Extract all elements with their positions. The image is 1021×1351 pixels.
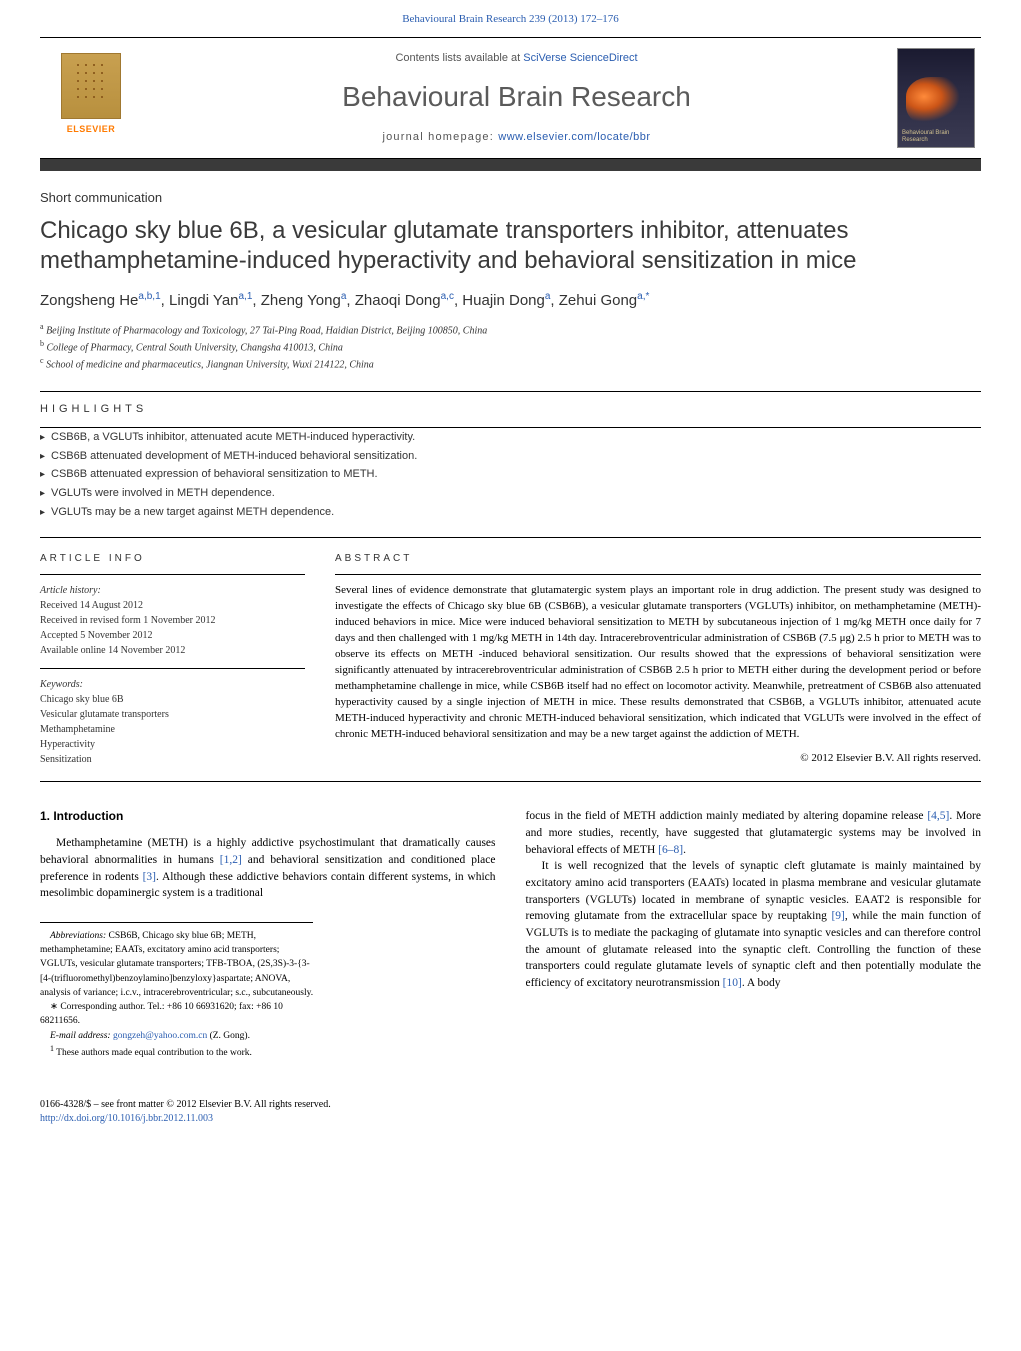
- article-type: Short communication: [40, 189, 981, 207]
- abstract-heading: ABSTRACT: [335, 552, 981, 566]
- highlight-item: VGLUTs may be a new target against METH …: [40, 503, 981, 522]
- section-rule: [40, 781, 981, 782]
- highlight-item: VGLUTs were involved in METH dependence.: [40, 484, 981, 503]
- bottom-bar: 0166-4328/$ – see front matter © 2012 El…: [40, 1098, 981, 1126]
- keywords-label: Keywords:: [40, 677, 305, 692]
- abbreviations-footnote: Abbreviations: CSB6B, Chicago sky blue 6…: [40, 929, 313, 1000]
- highlights-list: CSB6B, a VGLUTs inhibitor, attenuated ac…: [40, 428, 981, 521]
- footnotes: Abbreviations: CSB6B, Chicago sky blue 6…: [40, 922, 313, 1060]
- affiliations: a Beijing Institute of Pharmacology and …: [40, 321, 981, 373]
- section-rule: [40, 537, 981, 538]
- history-line: Available online 14 November 2012: [40, 643, 305, 658]
- history-line: Accepted 5 November 2012: [40, 628, 305, 643]
- keyword-line: Chicago sky blue 6B: [40, 692, 305, 707]
- keyword-line: Sensitization: [40, 752, 305, 767]
- elsevier-tree-icon: [61, 53, 121, 119]
- article-info-column: ARTICLE INFO Article history: Received 1…: [40, 542, 305, 767]
- article-info-heading: ARTICLE INFO: [40, 552, 305, 566]
- email-link[interactable]: gongzeh@yahoo.com.cn: [113, 1031, 207, 1041]
- history-label: Article history:: [40, 583, 305, 598]
- history-line: Received in revised form 1 November 2012: [40, 613, 305, 628]
- keyword-line: Hyperactivity: [40, 737, 305, 752]
- homepage-line: journal homepage: www.elsevier.com/locat…: [136, 130, 897, 145]
- highlight-item: CSB6B attenuated development of METH-ind…: [40, 447, 981, 466]
- masthead-dark-bar: [40, 159, 981, 171]
- homepage-link[interactable]: www.elsevier.com/locate/bbr: [498, 131, 650, 143]
- section-rule: [40, 574, 305, 575]
- abstract-body: Several lines of evidence demonstrate th…: [335, 583, 981, 742]
- masthead: ELSEVIER Contents lists available at Sci…: [40, 37, 981, 159]
- body-columns: 1. Introduction Methamphetamine (METH) i…: [40, 808, 981, 1060]
- corresponding-footnote: ∗ Corresponding author. Tel.: +86 10 669…: [40, 1000, 313, 1029]
- contents-line: Contents lists available at SciVerse Sci…: [136, 51, 897, 66]
- abstract-column: ABSTRACT Several lines of evidence demon…: [335, 542, 981, 767]
- ref-link[interactable]: [3]: [143, 871, 156, 883]
- ref-link[interactable]: [10]: [723, 977, 742, 989]
- authors-line: Zongsheng Hea,b,1, Lingdi Yana,1, Zheng …: [40, 290, 981, 311]
- ref-link[interactable]: [6–8]: [658, 844, 683, 856]
- highlights-heading: HIGHLIGHTS: [40, 402, 981, 417]
- section-rule: [40, 668, 305, 669]
- body-col-left: 1. Introduction Methamphetamine (METH) i…: [40, 808, 496, 1060]
- equal-contrib-footnote: 1 These authors made equal contribution …: [40, 1043, 313, 1060]
- journal-cover-thumbnail: Behavioural Brain Research: [897, 48, 975, 148]
- keyword-line: Methamphetamine: [40, 722, 305, 737]
- cover-label: Behavioural Brain Research: [902, 130, 970, 143]
- keywords-lines: Chicago sky blue 6BVesicular glutamate t…: [40, 692, 305, 767]
- body-para: It is well recognized that the levels of…: [526, 858, 982, 991]
- doi-link[interactable]: http://dx.doi.org/10.1016/j.bbr.2012.11.…: [40, 1113, 213, 1124]
- article-title: Chicago sky blue 6B, a vesicular glutama…: [40, 216, 981, 276]
- history-lines: Received 14 August 2012Received in revis…: [40, 598, 305, 658]
- masthead-center: Contents lists available at SciVerse Sci…: [136, 51, 897, 145]
- journal-title: Behavioural Brain Research: [136, 77, 897, 116]
- body-para: Methamphetamine (METH) is a highly addic…: [40, 835, 496, 902]
- elsevier-label: ELSEVIER: [67, 123, 116, 136]
- section-rule: [335, 574, 981, 575]
- publisher-logo: ELSEVIER: [46, 53, 136, 143]
- body-col-right: focus in the field of METH addiction mai…: [526, 808, 982, 1060]
- ref-link[interactable]: [9]: [831, 910, 844, 922]
- email-footnote: E-mail address: gongzeh@yahoo.com.cn (Z.…: [40, 1029, 313, 1043]
- abstract-copyright: © 2012 Elsevier B.V. All rights reserved…: [335, 751, 981, 766]
- history-line: Received 14 August 2012: [40, 598, 305, 613]
- highlight-item: CSB6B, a VGLUTs inhibitor, attenuated ac…: [40, 428, 981, 447]
- keyword-line: Vesicular glutamate transporters: [40, 707, 305, 722]
- ref-link[interactable]: [1,2]: [220, 854, 242, 866]
- running-header: Behavioural Brain Research 239 (2013) 17…: [0, 0, 1021, 31]
- ref-link[interactable]: [4,5]: [927, 810, 949, 822]
- intro-heading: 1. Introduction: [40, 808, 496, 825]
- sciencedirect-link[interactable]: SciVerse ScienceDirect: [523, 52, 637, 64]
- body-para: focus in the field of METH addiction mai…: [526, 808, 982, 858]
- citation-link[interactable]: Behavioural Brain Research 239 (2013) 17…: [402, 13, 619, 25]
- issn-line: 0166-4328/$ – see front matter © 2012 El…: [40, 1098, 981, 1112]
- section-rule: [40, 391, 981, 392]
- highlight-item: CSB6B attenuated expression of behaviora…: [40, 465, 981, 484]
